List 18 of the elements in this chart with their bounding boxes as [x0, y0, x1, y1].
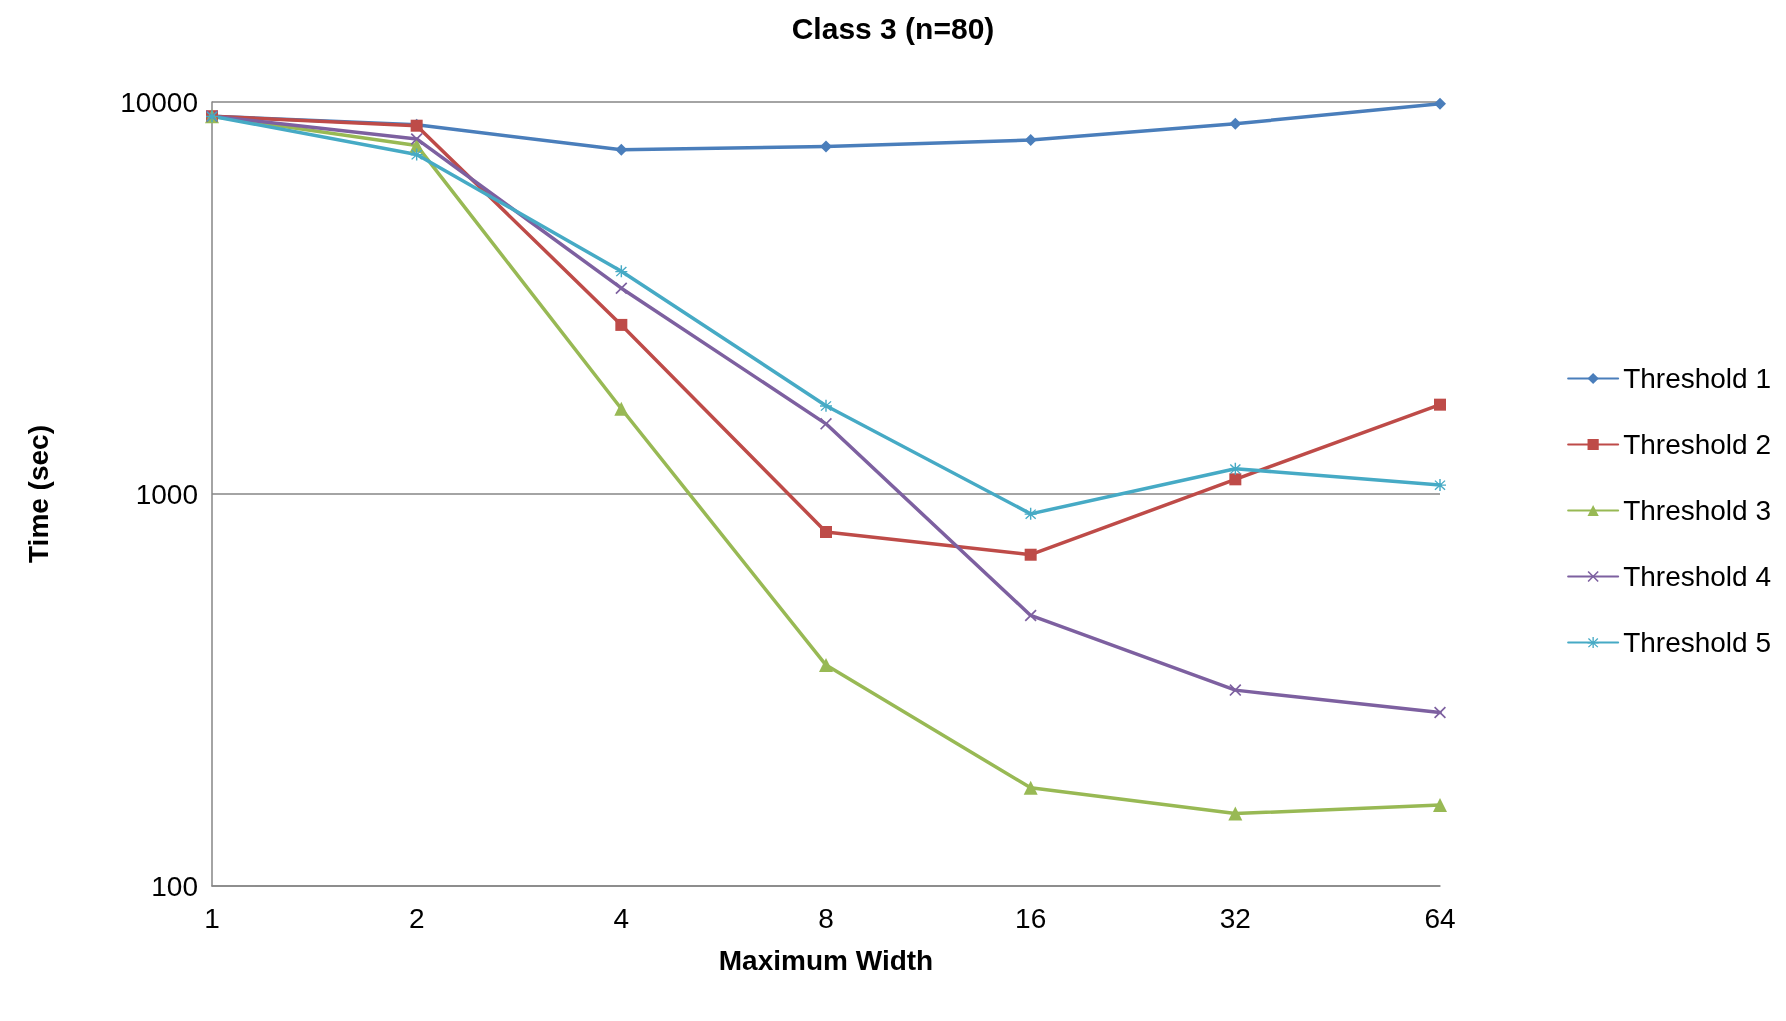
y-tick-label: 100: [151, 870, 198, 902]
x-tick-label: 32: [1219, 902, 1251, 934]
y-tick-label: 1000: [135, 478, 198, 510]
legend-label: Threshold 2: [1623, 429, 1772, 460]
legend-label: Threshold 4: [1623, 561, 1772, 592]
legend-label: Threshold 3: [1623, 495, 1772, 526]
x-tick-label: 16: [1015, 902, 1047, 934]
x-tick-label: 64: [1424, 902, 1456, 934]
y-axis-title: Time (sec): [22, 425, 54, 563]
x-tick-label: 8: [818, 902, 834, 934]
x-tick-label: 4: [613, 902, 630, 934]
chart-title: Class 3 (n=80): [791, 11, 995, 45]
x-tick-label: 2: [408, 902, 425, 934]
legend-label: Threshold 1: [1623, 363, 1772, 394]
x-tick-label: 1: [204, 902, 220, 934]
x-axis-title: Maximum Width: [718, 944, 934, 976]
legend-label: Threshold 5: [1623, 627, 1772, 658]
y-tick-label: 10000: [120, 86, 198, 118]
